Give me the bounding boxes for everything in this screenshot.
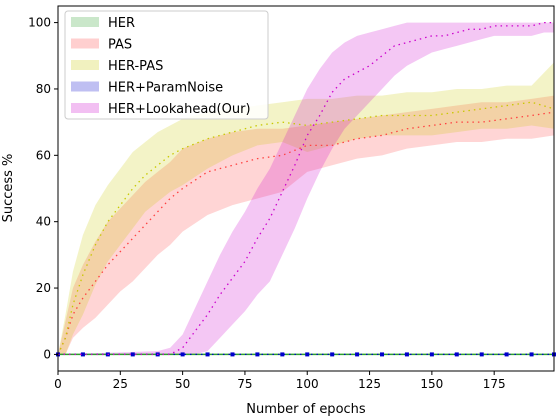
legend-label-her-paramnoise: HER+ParamNoise xyxy=(108,81,223,96)
confidence-bands xyxy=(58,22,554,355)
x-tick-label: 175 xyxy=(483,377,506,391)
x-tick-label: 75 xyxy=(237,377,252,391)
x-tick-label: 125 xyxy=(358,377,381,391)
legend-label-her: HER xyxy=(108,16,135,31)
x-tick-label: 25 xyxy=(113,377,128,391)
point-her-paramnoise xyxy=(130,352,135,357)
series-lines xyxy=(56,21,556,357)
x-tick-label: 50 xyxy=(175,377,190,391)
legend-box xyxy=(64,10,269,120)
x-tick-label: 100 xyxy=(296,377,319,391)
axes: 0 25 50 75 100 125 150 175 0 20 40 60 80 100 xyxy=(28,5,555,391)
point-her-paramnoise xyxy=(230,352,235,357)
band-her-lookahead-our xyxy=(58,22,554,355)
point-her-paramnoise xyxy=(454,352,459,357)
point-her-paramnoise xyxy=(479,352,484,357)
legend: HER PAS HER-PAS HER+ParamNoise HER+Lookahead… xyxy=(64,10,269,120)
point-her-paramnoise xyxy=(330,352,335,357)
y-tick-label: 60 xyxy=(36,148,51,162)
point-her-paramnoise xyxy=(305,352,310,357)
y-tick-label: 0 xyxy=(43,347,51,361)
y-tick-label: 20 xyxy=(36,281,51,295)
legend-swatch-her-pas xyxy=(71,60,99,70)
x-axis-label: Number of epochs xyxy=(246,402,366,416)
legend-swatch-her-paramnoise xyxy=(71,81,99,92)
point-her-paramnoise xyxy=(80,352,85,357)
y-tick-label: 80 xyxy=(36,82,51,96)
point-her-paramnoise xyxy=(529,352,534,357)
legend-swatch-her-lookahead-our xyxy=(71,103,99,113)
y-tick-label: 100 xyxy=(28,16,51,30)
legend-swatch-pas xyxy=(71,38,99,49)
x-tick-label: 150 xyxy=(420,377,443,391)
point-her-paramnoise xyxy=(180,352,185,357)
legend-swatch-her xyxy=(71,17,99,27)
band-her-pas xyxy=(58,62,554,355)
point-her-paramnoise xyxy=(205,352,210,357)
y-tick-label: 40 xyxy=(36,215,51,229)
legend-label-her-lookahead-our: HER+Lookahead(Our) xyxy=(108,102,251,117)
plot-frame xyxy=(57,5,555,372)
band-pas xyxy=(58,95,554,355)
point-her-paramnoise xyxy=(504,352,509,357)
point-her-paramnoise xyxy=(404,352,409,357)
y-axis-label: Success % xyxy=(1,154,16,223)
legend-label-pas: PAS xyxy=(108,38,132,53)
point-her-paramnoise xyxy=(355,352,360,357)
point-her-paramnoise xyxy=(429,352,434,357)
point-her-paramnoise xyxy=(280,352,285,357)
legend-label-her-pas: HER-PAS xyxy=(108,59,163,74)
point-her-paramnoise xyxy=(255,352,260,357)
x-tick-label: 0 xyxy=(54,377,62,391)
point-her-paramnoise xyxy=(380,352,385,357)
